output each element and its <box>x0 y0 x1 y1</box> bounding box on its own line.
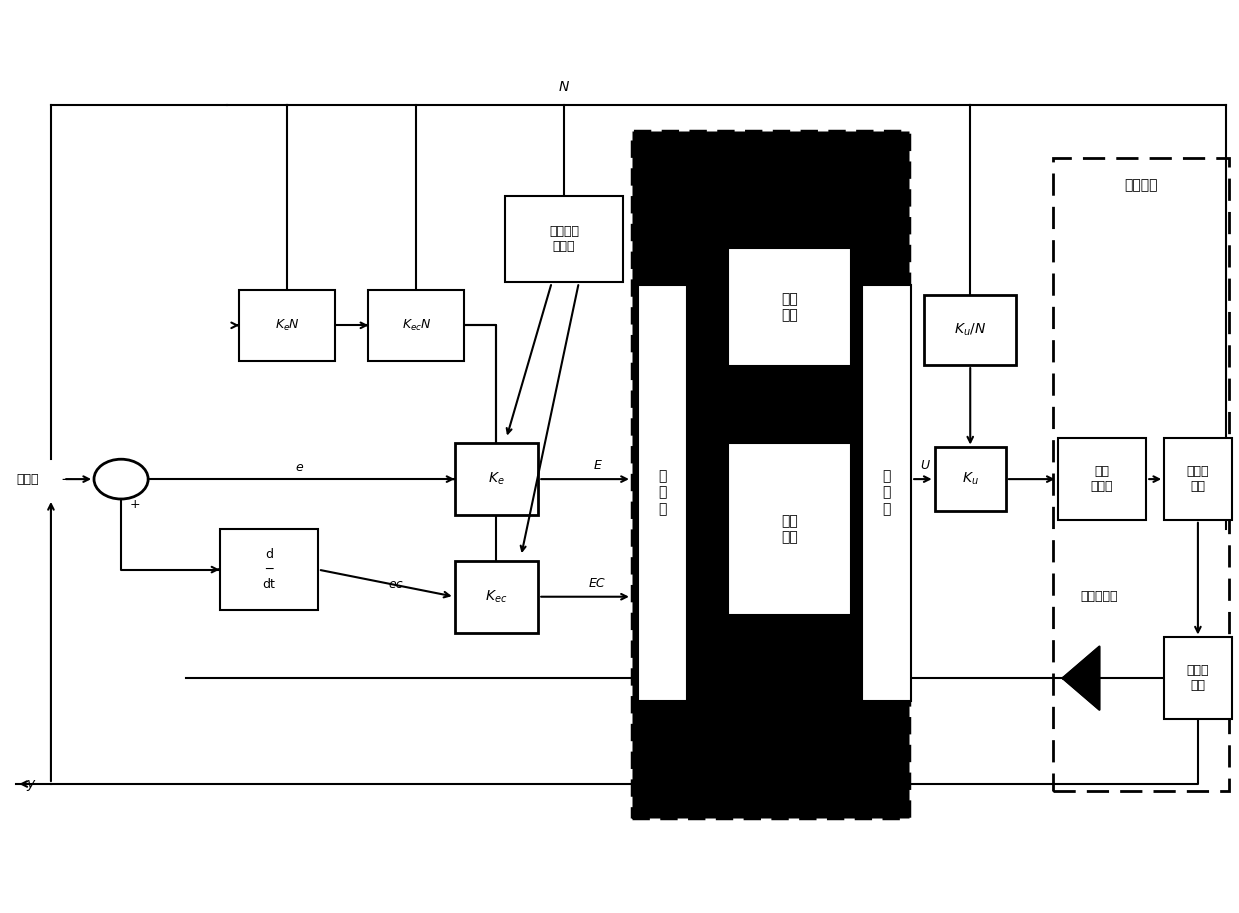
Text: $K_e N$: $K_e N$ <box>275 318 300 333</box>
Text: y: y <box>26 777 35 791</box>
Text: EC: EC <box>589 577 606 590</box>
Text: $K_e$: $K_e$ <box>488 471 504 488</box>
Text: +: + <box>129 498 140 511</box>
Polygon shape <box>1063 646 1099 709</box>
FancyBboxPatch shape <box>934 447 1006 510</box>
Text: $K_u/N$: $K_u/N$ <box>954 321 986 338</box>
FancyBboxPatch shape <box>239 290 336 361</box>
Text: 磁悬浮
轴承: 磁悬浮 轴承 <box>1187 465 1209 493</box>
FancyBboxPatch shape <box>368 290 465 361</box>
FancyBboxPatch shape <box>506 196 623 282</box>
Text: E: E <box>593 459 601 472</box>
FancyBboxPatch shape <box>862 285 911 701</box>
Text: e: e <box>296 461 304 474</box>
FancyBboxPatch shape <box>924 295 1016 365</box>
FancyBboxPatch shape <box>1165 438 1232 519</box>
Text: $K_{ec}$: $K_{ec}$ <box>486 589 508 605</box>
Text: U: U <box>921 459 929 472</box>
FancyBboxPatch shape <box>1058 438 1146 519</box>
Text: 电主轴
转子: 电主轴 转子 <box>1187 664 1209 692</box>
FancyBboxPatch shape <box>727 443 851 614</box>
FancyBboxPatch shape <box>455 561 538 633</box>
Text: $N$: $N$ <box>558 80 570 94</box>
FancyBboxPatch shape <box>1165 637 1232 719</box>
Text: $K_u$: $K_u$ <box>961 471 979 488</box>
Text: d
─
dt: d ─ dt <box>263 548 275 591</box>
FancyBboxPatch shape <box>1053 158 1229 792</box>
FancyBboxPatch shape <box>638 285 688 701</box>
FancyBboxPatch shape <box>455 443 538 515</box>
Text: 模糊
推理: 模糊 推理 <box>781 514 798 544</box>
Text: 功率
放大器: 功率 放大器 <box>1090 465 1113 493</box>
Text: ec: ec <box>388 579 403 592</box>
FancyBboxPatch shape <box>727 248 851 366</box>
Text: 清
晰
化: 清 晰 化 <box>882 469 891 516</box>
FancyBboxPatch shape <box>632 131 908 818</box>
Text: 设定值: 设定值 <box>16 473 38 486</box>
Text: −: − <box>61 472 73 487</box>
Text: 模糊参数
调整器: 模糊参数 调整器 <box>549 226 579 254</box>
Text: 模糊
规则: 模糊 规则 <box>781 292 798 322</box>
Text: 模
糊
化: 模 糊 化 <box>658 469 667 516</box>
Text: 被控对象: 被控对象 <box>1125 178 1158 192</box>
FancyBboxPatch shape <box>219 529 318 610</box>
Text: $K_{ec} N$: $K_{ec} N$ <box>401 318 431 333</box>
Text: 位移传感器: 位移传感器 <box>1080 590 1119 603</box>
